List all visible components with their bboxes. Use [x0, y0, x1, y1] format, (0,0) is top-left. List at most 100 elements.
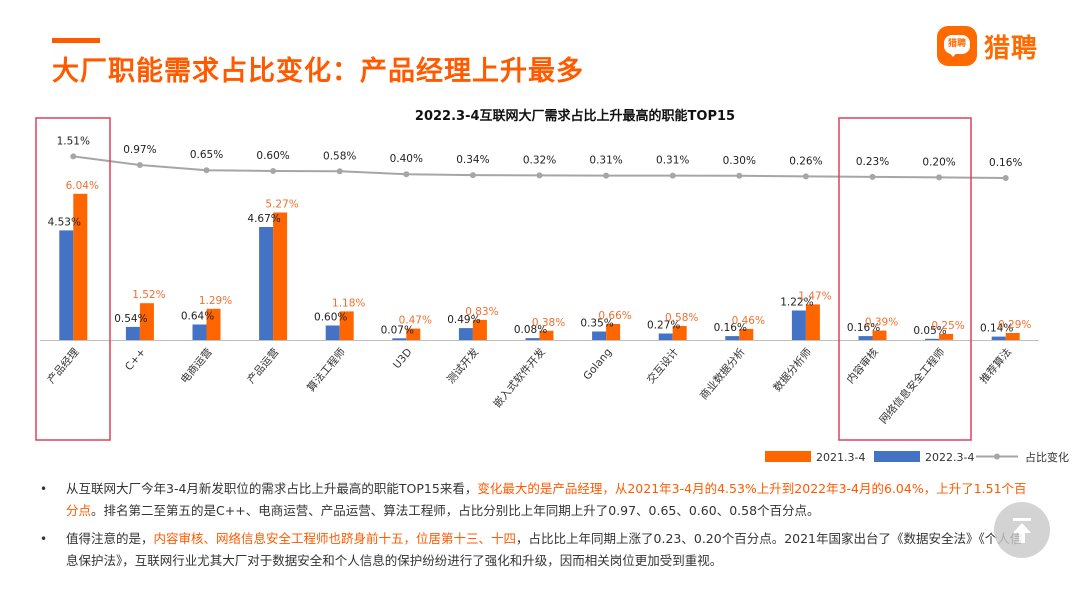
notes: • 从互联网大厂今年3-4月新发职位的需求占比上升最高的职能TOP15来看，变化… [40, 478, 1032, 578]
line-point-3 [203, 167, 210, 174]
bar-2022-7 [458, 328, 473, 340]
bar-2021-9 [606, 324, 621, 340]
x-tick-label-15: 推荐算法 [977, 346, 1014, 387]
logo-text: 猎聘 [984, 33, 1039, 64]
label-2021-11: 0.46% [732, 315, 765, 327]
legend-label-change: 占比变化 [1025, 450, 1069, 464]
line-point-2 [136, 162, 143, 168]
highlight-box-product-manager [35, 117, 111, 441]
label-2022-5: 0.60% [314, 312, 347, 324]
bar-2022-1 [59, 230, 74, 340]
bar-2021-12 [805, 304, 820, 340]
x-tick-label-5: 算法工程师 [304, 346, 348, 395]
x-tick-label-12: 数据分析师 [770, 346, 814, 395]
bar-2021-10 [672, 326, 687, 340]
x-tick-label-2: C++ [123, 346, 148, 373]
label-2022-6: 0.07% [381, 324, 414, 336]
line-label-7: 0.34% [456, 154, 489, 166]
bar-2022-4 [259, 227, 274, 340]
line-label-8: 0.32% [523, 154, 556, 166]
bar-2021-13 [872, 330, 887, 340]
label-2022-15: 0.14% [980, 323, 1013, 335]
line-label-13: 0.23% [856, 156, 889, 168]
bar-2022-10 [658, 333, 673, 340]
bar-2021-4 [273, 212, 288, 340]
chart-title: 2022.3-4互联网大厂需求占比上升最高的职能TOP15 [415, 108, 735, 124]
highlight-box-security [838, 117, 972, 441]
note-2-part-3: ，占比比上年同期上涨了0.23、0.20个百分点。2021年国家出台了《数据安全… [66, 531, 1023, 568]
bar-2021-2 [139, 303, 154, 340]
label-2022-13: 0.16% [847, 322, 880, 334]
bar-2021-8 [539, 330, 554, 340]
line-point-5 [336, 168, 343, 175]
line-point-4 [270, 168, 277, 174]
bar-2022-2 [125, 326, 140, 340]
line-label-14: 0.20% [922, 156, 955, 168]
arrow-up-icon [1013, 518, 1031, 543]
label-2022-12: 1.22% [780, 297, 813, 309]
label-2022-11: 0.16% [714, 322, 747, 334]
label-2022-10: 0.27% [647, 320, 680, 332]
label-2021-15: 0.29% [998, 319, 1031, 331]
bullet-icon: • [40, 532, 48, 546]
x-tick-label-8: 嵌入式软件开发 [491, 345, 549, 410]
bar-2021-3 [206, 308, 221, 340]
bar-2021-14 [939, 333, 954, 340]
legend-marker-change [994, 453, 1000, 460]
line-point-6 [403, 171, 410, 178]
bar-2022-3 [192, 324, 207, 340]
note-1-highlight: 变化最大的是产品经理，从2021年3-4月的4.53%上升到2022年3-4月的… [66, 481, 1027, 518]
line-label-9: 0.31% [589, 155, 622, 167]
bar-2021-11 [739, 328, 754, 340]
label-2022-4: 4.67% [247, 213, 280, 225]
label-2021-7: 0.83% [465, 306, 498, 318]
bar-2021-5 [339, 311, 354, 340]
label-2021-12: 1.47% [798, 290, 831, 302]
x-tick-label-4: 产品运营 [244, 346, 281, 387]
title-accent-bar [52, 38, 100, 43]
logo-icon: 猎聘 [937, 26, 977, 66]
label-2021-4: 5.27% [265, 199, 298, 211]
line-point-13 [869, 173, 876, 180]
label-2021-8: 0.38% [532, 317, 565, 329]
label-2022-8: 0.08% [514, 324, 547, 336]
scroll-to-top-button[interactable] [994, 502, 1050, 558]
x-tick-label-7: 测试开发 [444, 345, 481, 386]
label-2021-3: 1.29% [199, 295, 232, 307]
line-point-1 [70, 153, 77, 160]
label-2022-2: 0.54% [114, 313, 147, 325]
line-label-4: 0.60% [256, 150, 289, 162]
bar-2022-11 [725, 336, 740, 340]
label-2021-13: 0.39% [865, 317, 898, 329]
line-point-11 [736, 172, 743, 179]
label-2021-10: 0.58% [665, 312, 698, 324]
bullet-icon: • [40, 482, 48, 496]
bar-2022-14 [925, 338, 940, 340]
note-2: • 值得注意的是，内容审核、网络信息安全工程师也跻身前十五，位居第十三、十四，占… [40, 528, 1032, 572]
x-tick-label-6: U3D [391, 346, 415, 371]
legend-swatch-2022 [874, 451, 920, 462]
bar-2022-8 [525, 338, 540, 340]
note-1-part-1: 从互联网大厂今年3-4月新发职位的需求占比上升最高的职能TOP15来看， [66, 481, 478, 496]
line-point-7 [469, 172, 476, 179]
line-point-9 [603, 172, 610, 179]
x-tick-label-11: 商业数据分析 [697, 345, 748, 402]
label-2022-3: 0.64% [181, 311, 214, 323]
line-label-5: 0.58% [323, 150, 356, 162]
label-2021-6: 0.47% [399, 315, 432, 327]
legend-swatch-2021 [765, 451, 811, 462]
x-tick-label-13: 内容审核 [844, 345, 881, 386]
line-label-3: 0.65% [190, 149, 223, 161]
note-1: • 从互联网大厂今年3-4月新发职位的需求占比上升最高的职能TOP15来看，变化… [40, 478, 1032, 522]
line-label-10: 0.31% [656, 155, 689, 167]
label-2022-7: 0.49% [447, 314, 480, 326]
logo-mark-text: 猎聘 [944, 35, 970, 54]
bar-2022-12 [791, 310, 806, 340]
legend-label-2021: 2021.3-4 [816, 451, 865, 464]
bar-2022-6 [392, 338, 407, 340]
line-label-2: 0.97% [123, 144, 156, 156]
line-point-14 [936, 174, 943, 181]
bar-2022-5 [325, 325, 340, 340]
bar-2022-15 [991, 336, 1006, 340]
line-label-15: 0.16% [989, 157, 1022, 169]
